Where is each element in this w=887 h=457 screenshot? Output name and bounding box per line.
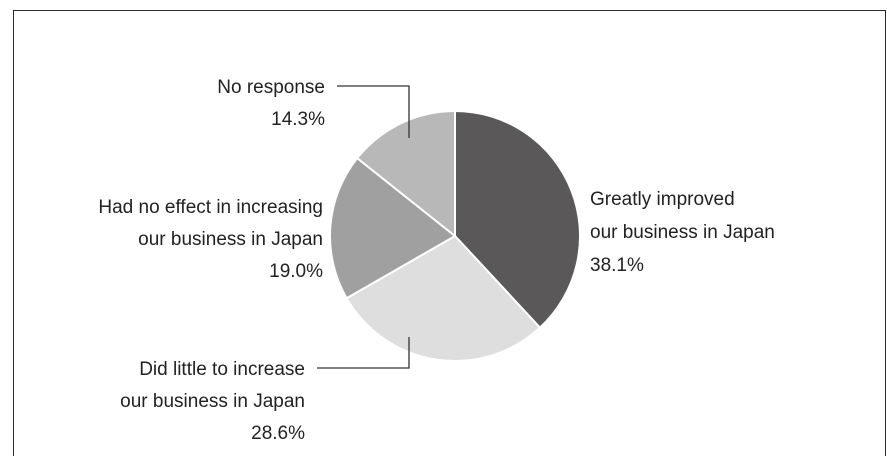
label-greatly-improved-line1: Greatly improved <box>590 189 735 210</box>
label-greatly-improved-line2: our business in Japan <box>590 222 775 243</box>
pct-greatly-improved: 38.1% <box>590 255 644 276</box>
label-had-no-effect-line2: our business in Japan <box>138 229 323 250</box>
pie-slice-greatly <box>454 109 581 330</box>
label-did-little-line1: Did little to increase <box>139 359 305 380</box>
pie-slice-little <box>345 234 542 362</box>
pie-slice-noeffect <box>329 156 457 300</box>
label-had-no-effect-line1: Had no effect in increasing <box>98 197 323 218</box>
chart-frame <box>13 10 886 456</box>
pie-slice-noresp <box>355 109 456 239</box>
leader-line-no-response <box>337 85 410 138</box>
pct-did-little: 28.6% <box>251 423 305 444</box>
pct-had-no-effect: 19.0% <box>269 261 323 282</box>
pie-slices <box>329 109 581 362</box>
leader-line-did-little <box>317 337 410 369</box>
label-did-little-line2: our business in Japan <box>120 391 305 412</box>
label-no-response: No response <box>217 77 325 98</box>
pct-no-response: 14.3% <box>271 109 325 130</box>
